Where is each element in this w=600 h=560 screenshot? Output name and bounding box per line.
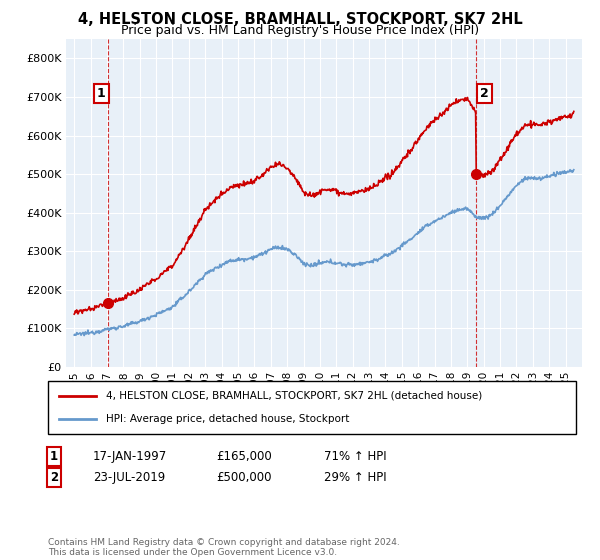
FancyBboxPatch shape [48, 381, 576, 434]
Text: 2: 2 [50, 471, 58, 484]
Text: 17-JAN-1997: 17-JAN-1997 [93, 450, 167, 463]
Text: £500,000: £500,000 [216, 471, 271, 484]
Text: 71% ↑ HPI: 71% ↑ HPI [324, 450, 386, 463]
Text: Price paid vs. HM Land Registry's House Price Index (HPI): Price paid vs. HM Land Registry's House … [121, 24, 479, 36]
Text: HPI: Average price, detached house, Stockport: HPI: Average price, detached house, Stoc… [106, 414, 349, 424]
Text: 4, HELSTON CLOSE, BRAMHALL, STOCKPORT, SK7 2HL (detached house): 4, HELSTON CLOSE, BRAMHALL, STOCKPORT, S… [106, 391, 482, 401]
Text: 29% ↑ HPI: 29% ↑ HPI [324, 471, 386, 484]
Text: 23-JUL-2019: 23-JUL-2019 [93, 471, 165, 484]
Text: 2: 2 [480, 87, 489, 100]
Text: 1: 1 [50, 450, 58, 463]
Text: 1: 1 [97, 87, 106, 100]
Text: £165,000: £165,000 [216, 450, 272, 463]
Text: 4, HELSTON CLOSE, BRAMHALL, STOCKPORT, SK7 2HL: 4, HELSTON CLOSE, BRAMHALL, STOCKPORT, S… [77, 12, 523, 27]
Text: Contains HM Land Registry data © Crown copyright and database right 2024.
This d: Contains HM Land Registry data © Crown c… [48, 538, 400, 557]
